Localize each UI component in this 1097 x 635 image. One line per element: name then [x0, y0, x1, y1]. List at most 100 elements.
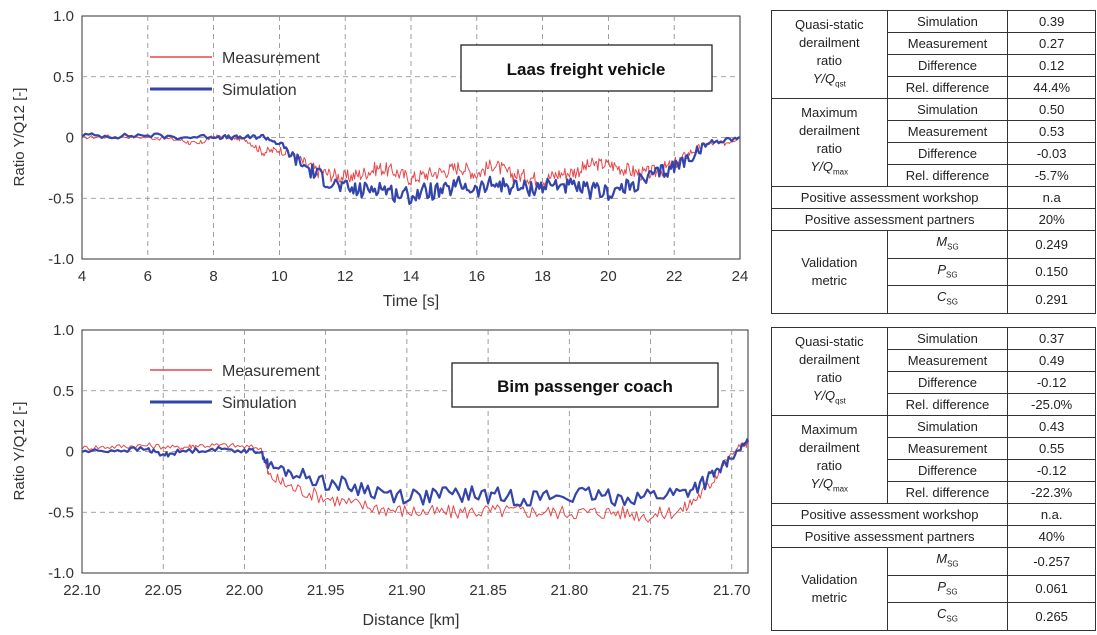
workshop-label: Positive assessment workshop: [770, 503, 1009, 526]
series-line-measurement: [81, 441, 749, 523]
tick-labels: 22.10 22.05 22.00 21.95 21.90 21.85 21.80 21.75…: [48, 322, 750, 599]
row-value: 0.12: [1007, 54, 1096, 77]
series-lines: [81, 132, 741, 205]
metric-subscript: SG: [946, 614, 958, 624]
y-tick-label: 1.0: [53, 8, 74, 25]
legend-label-measurement: Measurement: [222, 363, 320, 380]
row-label: Difference: [886, 459, 1009, 482]
group-label-line: derailment: [798, 34, 860, 50]
x-tick-label: 6: [144, 268, 152, 285]
y-tick-label: 1.0: [53, 322, 74, 339]
metric-symbol: C: [936, 606, 947, 622]
y-tick-label: 0.5: [53, 69, 74, 86]
row-value: -5.7%: [1007, 164, 1096, 187]
row-value: 0.55: [1007, 437, 1096, 460]
row-value: -25.0%: [1007, 393, 1096, 416]
row-value: 0.43: [1007, 415, 1096, 438]
x-tick-label: 21.90: [388, 582, 426, 599]
ratio-symbol: Y/Q: [812, 387, 836, 403]
y-tick-label: -0.5: [48, 190, 74, 207]
metric-value: 0.265: [1007, 602, 1096, 631]
x-tick-label: 21.80: [551, 582, 589, 599]
metric-symbol: M: [936, 551, 948, 566]
ratio-subscript: qst: [835, 79, 846, 89]
row-label: Simulation: [886, 98, 1009, 121]
y-tick-label: 0.5: [53, 383, 74, 400]
row-label: Simulation: [886, 327, 1009, 350]
x-axis-label: Time [s]: [383, 293, 439, 310]
quasi-static-label-cell: Quasi-static derailment ratio Y/Qqst: [771, 10, 888, 99]
group-label-line: derailment: [798, 351, 860, 367]
row-label: Difference: [886, 142, 1009, 165]
x-tick-label: 14: [403, 268, 420, 285]
row-value: 0.39: [1007, 10, 1096, 33]
metric-symbol-cell: MSG: [886, 547, 1009, 576]
row-value: 0.49: [1007, 349, 1096, 372]
group-label-line: ratio: [816, 457, 842, 473]
x-tick-label: 16: [468, 268, 485, 285]
row-label: Measurement: [886, 120, 1009, 143]
row-value: 0.27: [1007, 32, 1096, 55]
x-tick-label: 22.05: [144, 582, 182, 599]
y-tick-label: 0: [66, 444, 74, 461]
group-label-line: Validation: [801, 571, 858, 587]
x-tick-label: 4: [78, 268, 86, 285]
group-label-line: ratio: [816, 140, 842, 156]
x-tick-label: 12: [337, 268, 354, 285]
group-label-line: Validation: [801, 254, 858, 270]
metric-symbol: P: [937, 261, 947, 277]
metric-symbol: P: [937, 578, 947, 594]
metric-symbol-cell: PSG: [886, 574, 1009, 604]
chart-title-box: [451, 362, 719, 408]
group-label-line: Maximum: [801, 104, 858, 120]
chart-title: Bim passenger coach: [497, 377, 673, 396]
group-label-line: Quasi-static: [794, 16, 864, 32]
maximum-label-cell: Maximum derailment ratio Y/Qmax: [771, 98, 888, 187]
metric-value: 0.061: [1007, 574, 1096, 604]
metric-symbol-cell: MSG: [886, 230, 1009, 259]
x-tick-label: 10: [271, 268, 288, 285]
validation-table-bim: Quasi-static derailment ratio Y/Qqst Sim…: [770, 327, 1096, 631]
x-tick-label: 8: [209, 268, 217, 285]
row-value: -0.12: [1007, 459, 1096, 482]
y-axis-label: Ratio Y/Q12 [-]: [11, 402, 28, 501]
row-label: Difference: [886, 54, 1009, 77]
workshop-label: Positive assessment workshop: [770, 186, 1009, 209]
y-tick-label: -1.0: [48, 251, 74, 268]
legend-label-simulation: Simulation: [222, 395, 297, 412]
metric-subscript: SG: [947, 559, 959, 569]
row-label: Simulation: [886, 415, 1009, 438]
y-axis-label: Ratio Y/Q12 [-]: [11, 88, 28, 187]
y-tick-label: -0.5: [48, 504, 74, 521]
row-value: 0.53: [1007, 120, 1096, 143]
x-tick-label: 21.85: [469, 582, 507, 599]
ratio-subscript: max: [832, 167, 849, 177]
metric-symbol-cell: PSG: [886, 257, 1009, 287]
x-tick-label: 22.10: [63, 582, 101, 599]
ratio-subscript: max: [832, 484, 849, 494]
group-label-line: metric: [811, 589, 847, 605]
y-tick-label: -1.0: [48, 565, 74, 582]
x-tick-label: 22.00: [226, 582, 264, 599]
legend: Measurement Simulation: [150, 363, 320, 412]
chart-title: Laas freight vehicle: [507, 60, 666, 79]
ratio-symbol: Y/Q: [812, 70, 836, 86]
row-label: Difference: [886, 371, 1009, 394]
workshop-value: n.a.: [1007, 503, 1096, 526]
tick-labels: 4 6 8 10 12 14 16 18 20 22 24 1.0 0.5 0 -0.5 -1.0: [48, 8, 748, 285]
x-tick-label: 20: [600, 268, 617, 285]
ratio-symbol: Y/Q: [810, 475, 833, 491]
group-label-line: Maximum: [801, 421, 858, 437]
row-value: 0.37: [1007, 327, 1096, 350]
quasi-static-label-cell: Quasi-static derailment ratio Y/Qqst: [771, 327, 888, 416]
row-value: 44.4%: [1007, 76, 1096, 99]
partners-value: 40%: [1007, 525, 1096, 548]
metric-symbol: C: [937, 289, 947, 305]
row-label: Measurement: [886, 437, 1009, 460]
x-axis-label: Distance [km]: [363, 612, 460, 629]
group-label-line: metric: [811, 272, 847, 288]
validation-label-cell: Validation metric: [771, 547, 888, 631]
row-value: -0.12: [1007, 371, 1096, 394]
series-lines: [81, 438, 750, 523]
group-label-line: derailment: [798, 122, 860, 138]
